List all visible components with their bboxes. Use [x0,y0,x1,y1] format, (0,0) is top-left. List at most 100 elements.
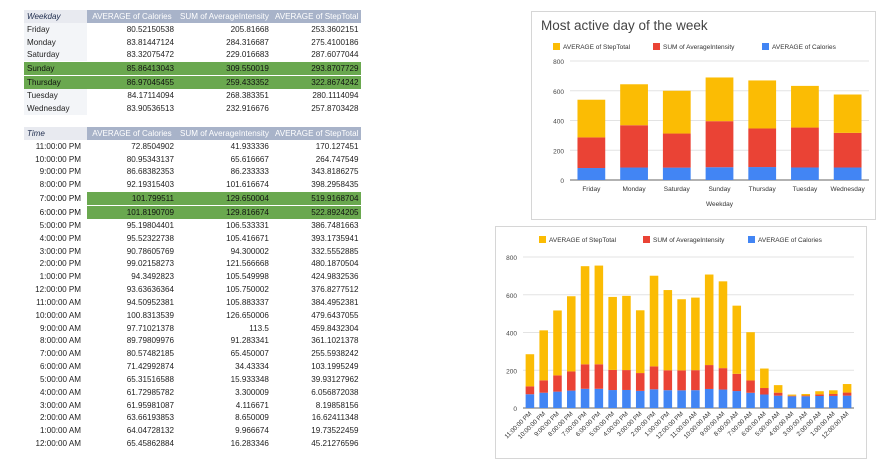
table-cell[interactable]: 480.1870504 [311,259,359,269]
bar-segment[interactable] [622,370,631,390]
table-cell[interactable]: 129.650004 [177,191,272,206]
bar-segment[interactable] [620,167,648,180]
table-cell[interactable]: 86.68382353 [126,167,174,177]
bar-segment[interactable] [773,385,783,393]
bar-segment[interactable] [746,392,755,408]
row-label[interactable]: 5:00:00 AM [40,374,81,384]
bar-segment[interactable] [649,389,659,408]
column-header[interactable]: AVERAGE of StepTotal [271,10,362,23]
table-row[interactable]: Tuesday 84.17114094 268.383351 280.1114094 [24,89,361,102]
row-label[interactable]: 10:00:00 PM [35,154,81,164]
row-label[interactable]: Saturday [24,48,87,62]
column-header[interactable]: SUM of AverageIntensity [177,127,272,140]
table-cell[interactable]: 89.79809976 [126,336,174,346]
table-row[interactable]: 4:00:00 PM 95.52322738 105.416671 393.17359… [24,232,361,245]
row-label[interactable]: 12:00:00 PM [35,285,81,295]
table-row[interactable]: 11:00:00 PM 72.8504902 41.933336 170.127451 [24,140,361,153]
bar-segment[interactable] [594,388,604,408]
bar-segment[interactable] [815,391,824,395]
row-label[interactable]: 7:00:00 AM [40,349,81,359]
bar-segment[interactable] [705,167,734,180]
row-label[interactable]: 11:00:00 AM [36,297,81,307]
bar-segment[interactable] [791,167,819,180]
bar-segment[interactable] [829,390,838,395]
table-cell[interactable]: 91.283341 [230,336,269,346]
bar-segment[interactable] [620,125,648,168]
table-cell[interactable]: 8.650009 [235,413,269,423]
table-cell[interactable]: 65.450007 [230,349,269,359]
table-row[interactable]: 8:00:00 AM 89.79809976 91.283341 361.102137… [24,335,361,348]
table-cell[interactable]: 293.8707729 [271,61,362,76]
bar-segment[interactable] [787,396,797,408]
bar-segment[interactable] [704,365,714,389]
row-label[interactable]: 9:00:00 AM [40,323,81,333]
bar-segment[interactable] [791,85,819,128]
table-cell[interactable]: 4.116671 [235,400,269,410]
table-cell[interactable]: 3.300009 [235,387,269,397]
bar-segment[interactable] [732,305,742,374]
bar-segment[interactable] [663,290,673,371]
table-row[interactable]: 10:00:00 PM 80.95343137 65.616667 264.74754… [24,153,361,166]
bar-segment[interactable] [677,299,686,371]
table-cell[interactable]: 332.5552885 [311,246,359,256]
table-row[interactable]: 12:00:00 PM 93.63636364 105.750002 376.8277… [24,283,361,296]
row-label[interactable]: 4:00:00 AM [40,387,81,397]
table-row[interactable]: Monday 83.81447124 284.316687 275.4100186 [24,35,361,49]
column-header[interactable]: Weekday [24,10,87,23]
table-cell[interactable]: 63.66193853 [126,413,174,423]
bar-segment[interactable] [748,167,777,180]
bar-segment[interactable] [622,389,631,408]
column-header[interactable]: SUM of AverageIntensity [177,10,272,23]
bar-segment[interactable] [566,390,576,408]
bar-segment[interactable] [748,80,777,129]
bar-segment[interactable] [662,133,691,168]
table-cell[interactable]: 101.616674 [226,180,269,190]
bar-segment[interactable] [691,390,700,408]
column-header[interactable]: AVERAGE of Calories [87,127,177,140]
table-cell[interactable]: 257.8703428 [311,103,359,113]
table-cell[interactable]: 255.5938242 [311,349,359,359]
bar-segment[interactable] [663,390,673,408]
table-cell[interactable]: 19.73522459 [311,426,359,436]
table-cell[interactable]: 229.016683 [226,50,269,60]
bar-segment[interactable] [691,370,700,391]
table-row[interactable]: 10:00:00 AM 100.8313539 126.650006 479.6437… [24,309,361,322]
table-row[interactable]: 6:00:00 AM 71.42992874 34.43334 103.1995249 [24,360,361,373]
bar-segment[interactable] [748,128,777,168]
bar-segment[interactable] [580,388,590,408]
table-row[interactable]: 7:00:00 AM 80.57482185 65.450007 255.593824… [24,347,361,360]
bar-segment[interactable] [760,394,769,408]
bar-segment[interactable] [732,391,742,408]
table-cell[interactable]: 9.966674 [235,426,269,436]
row-label[interactable]: 3:00:00 PM [39,246,81,256]
row-label[interactable]: 2:00:00 PM [39,259,81,269]
table-row[interactable]: 7:00:00 PM 101.799511 129.650004 519.916870… [24,191,362,206]
bar-segment[interactable] [553,375,562,392]
bar-segment[interactable] [718,389,728,408]
weekday-chart[interactable]: Most active day of the week AVERAGE of S… [531,11,876,220]
bar-segment[interactable] [815,395,824,408]
table-cell[interactable]: 459.8432304 [311,323,359,333]
table-cell[interactable]: 86.233333 [230,167,269,177]
bar-segment[interactable] [577,99,606,138]
row-label[interactable]: Wednesday [24,101,87,115]
table-row[interactable]: 9:00:00 PM 86.68382353 86.233333 343.818627… [24,166,361,179]
table-cell[interactable]: 287.6077044 [311,50,359,60]
table-cell[interactable]: 85.86413043 [87,61,177,76]
bar-segment[interactable] [635,310,645,374]
bar-segment[interactable] [539,330,548,381]
table-cell[interactable]: 398.2958435 [311,180,359,190]
bar-segment[interactable] [622,295,631,371]
bar-segment[interactable] [635,373,645,391]
column-header[interactable]: Time [24,127,87,140]
table-cell[interactable]: 424.9832536 [311,272,359,282]
table-cell[interactable]: 386.7481663 [311,220,359,230]
table-cell[interactable]: 322.8674242 [271,75,362,90]
bar-segment[interactable] [608,296,617,370]
table-cell[interactable]: 8.19858156 [315,400,359,410]
table-row[interactable]: 1:00:00 PM 94.3492823 105.549998 424.983253… [24,270,361,283]
bar-segment[interactable] [787,395,797,397]
hourly-chart[interactable]: AVERAGE of StepTotal SUM of AverageIntens… [495,226,867,459]
table-cell[interactable]: 105.416671 [226,233,269,243]
table-cell[interactable]: 309.550019 [177,61,272,76]
